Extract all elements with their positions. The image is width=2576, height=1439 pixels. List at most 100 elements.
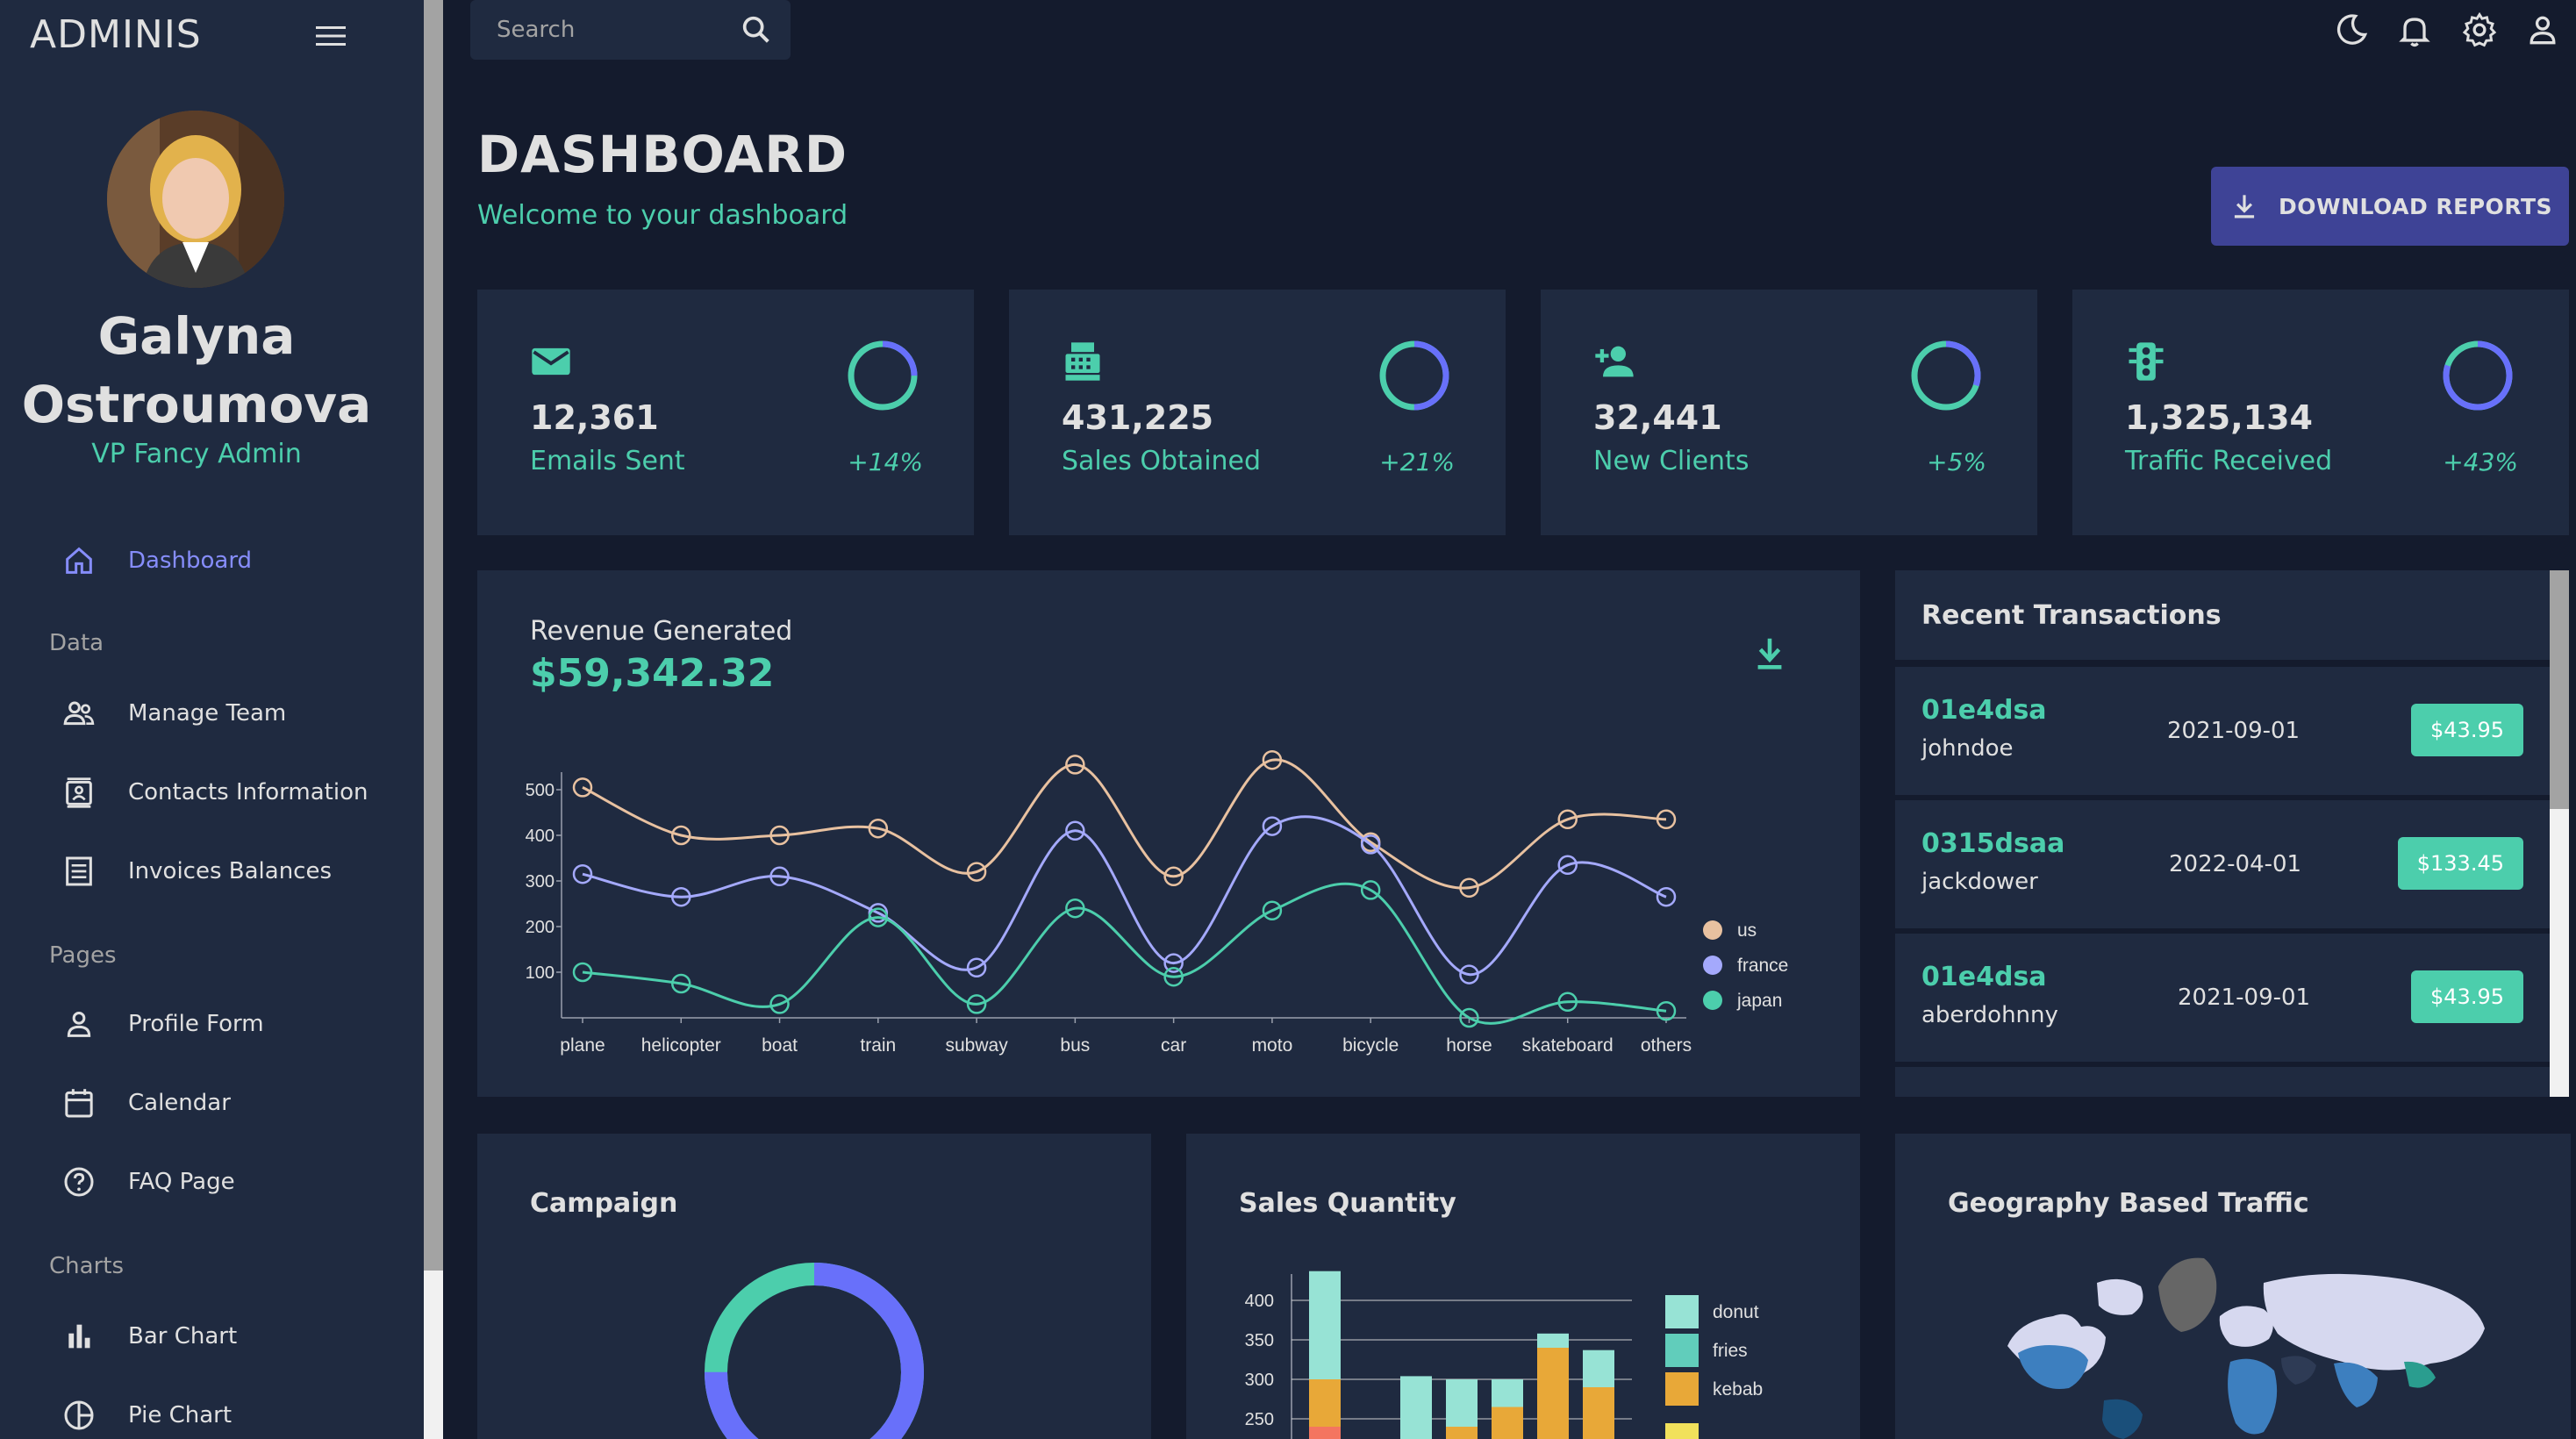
- dark-mode-icon[interactable]: [2332, 11, 2371, 49]
- data-point[interactable]: [1262, 900, 1283, 921]
- data-point[interactable]: [1360, 880, 1381, 900]
- data-point[interactable]: [966, 862, 987, 882]
- sidebar-item-label: Bar Chart: [128, 1323, 238, 1350]
- sidebar-item-pie-chart[interactable]: Pie Chart: [61, 1393, 232, 1437]
- sidebar-item-dashboard[interactable]: Dashboard: [61, 539, 252, 583]
- transactions-panel: Recent Transactions 01e4dsa johndoe 2021…: [1895, 570, 2571, 1097]
- sidebar-item-calendar[interactable]: Calendar: [61, 1081, 231, 1125]
- data-point[interactable]: [1360, 834, 1381, 855]
- map-region-canada-arctic: [2097, 1278, 2143, 1315]
- data-point[interactable]: [1656, 886, 1677, 907]
- page-title: DASHBOARD: [477, 125, 848, 184]
- data-point[interactable]: [1459, 964, 1479, 984]
- bar-segment[interactable]: [1446, 1379, 1478, 1427]
- data-point[interactable]: [1163, 953, 1184, 973]
- data-point[interactable]: [1065, 898, 1085, 919]
- sidebar: ADMINIS Galyna Ostroumova VP Fancy Admin…: [0, 0, 424, 1439]
- data-point[interactable]: [1557, 992, 1578, 1013]
- data-point[interactable]: [966, 994, 987, 1014]
- data-point[interactable]: [671, 886, 691, 907]
- data-point[interactable]: [868, 907, 889, 927]
- page-subtitle: Welcome to your dashboard: [477, 200, 848, 231]
- data-point[interactable]: [1262, 749, 1283, 770]
- stat-progress-ring: [2443, 340, 2513, 411]
- sidebar-scrollbar-thumb[interactable]: [424, 0, 443, 1271]
- data-point[interactable]: [671, 825, 691, 846]
- data-point[interactable]: [1459, 1007, 1479, 1028]
- bar-segment[interactable]: [1537, 1333, 1569, 1348]
- sales-title: Sales Quantity: [1239, 1188, 1456, 1219]
- data-point[interactable]: [769, 994, 790, 1014]
- bar-segment[interactable]: [1492, 1379, 1523, 1407]
- settings-icon[interactable]: [2460, 11, 2499, 49]
- data-point[interactable]: [769, 825, 790, 846]
- y-tick-label: 350: [1245, 1331, 1274, 1350]
- x-tick-label: car: [1161, 1035, 1186, 1056]
- bar-segment[interactable]: [1309, 1271, 1341, 1379]
- data-point[interactable]: [1065, 820, 1085, 841]
- download-icon: [2234, 195, 2255, 218]
- data-point[interactable]: [1557, 809, 1578, 830]
- transactions-scrollbar[interactable]: [2550, 570, 2569, 1097]
- data-point[interactable]: [1656, 1000, 1677, 1021]
- x-tick-label: subway: [945, 1035, 1008, 1056]
- menu-icon[interactable]: [314, 23, 347, 49]
- avatar[interactable]: [107, 111, 284, 288]
- bar-segment[interactable]: [1309, 1379, 1341, 1427]
- search-icon[interactable]: [739, 12, 774, 47]
- data-point[interactable]: [1065, 755, 1085, 775]
- stat-card-traffic: 1,325,134 Traffic Received +43%: [2072, 290, 2569, 535]
- download-icon[interactable]: [1750, 634, 1790, 674]
- data-point[interactable]: [572, 863, 593, 884]
- download-reports-button[interactable]: DOWNLOAD REPORTS: [2211, 167, 2569, 246]
- data-point[interactable]: [966, 957, 987, 978]
- data-point[interactable]: [1163, 866, 1184, 887]
- data-point[interactable]: [1656, 809, 1677, 830]
- data-point[interactable]: [572, 962, 593, 983]
- data-point[interactable]: [769, 866, 790, 887]
- x-tick-label: boat: [762, 1035, 798, 1056]
- sidebar-scrollbar[interactable]: [424, 0, 443, 1439]
- revenue-panel: Revenue Generated $59,342.32 100 200 300 40…: [477, 570, 1860, 1097]
- data-point[interactable]: [1459, 877, 1479, 898]
- sidebar-item-invoices[interactable]: Invoices Balances: [61, 849, 332, 893]
- bar-segment[interactable]: [1400, 1376, 1432, 1439]
- download-reports-label: DOWNLOAD REPORTS: [2278, 193, 2553, 219]
- map-region-usa: [2018, 1345, 2088, 1389]
- legend-swatch: [1665, 1372, 1699, 1406]
- sidebar-item-label: Contacts Information: [128, 779, 369, 805]
- sidebar-item-manage-team[interactable]: Manage Team: [61, 691, 286, 735]
- search-input[interactable]: [497, 14, 725, 46]
- data-point[interactable]: [572, 777, 593, 798]
- campaign-panel: Campaign: [477, 1134, 1151, 1439]
- bar-segment[interactable]: [1537, 1348, 1569, 1439]
- point-of-sale-icon: [1065, 342, 1100, 381]
- data-point[interactable]: [868, 903, 889, 923]
- data-point[interactable]: [671, 973, 691, 994]
- sidebar-item-contacts[interactable]: Contacts Information: [61, 770, 368, 814]
- data-point[interactable]: [1557, 855, 1578, 876]
- sidebar-item-label: Manage Team: [128, 700, 287, 727]
- sidebar-item-label: Profile Form: [128, 1011, 264, 1037]
- sidebar-item-bar-chart[interactable]: Bar Chart: [61, 1314, 237, 1358]
- x-tick-label: horse: [1446, 1035, 1492, 1056]
- bar-segment[interactable]: [1309, 1427, 1341, 1439]
- data-point[interactable]: [1262, 816, 1283, 836]
- map-region-greenland: [2158, 1257, 2217, 1332]
- map-region-asia: [2263, 1273, 2485, 1371]
- sidebar-item-faq[interactable]: FAQ Page: [61, 1160, 235, 1204]
- data-point[interactable]: [868, 818, 889, 839]
- sidebar-item-label: Calendar: [128, 1090, 231, 1116]
- bar-segment[interactable]: [1583, 1350, 1614, 1387]
- notifications-icon[interactable]: [2395, 11, 2434, 49]
- bar-segment[interactable]: [1492, 1407, 1523, 1439]
- map-region-africa: [2228, 1358, 2278, 1435]
- transaction-user: aberdohnny: [1921, 1002, 2058, 1028]
- profile-icon[interactable]: [2523, 11, 2562, 49]
- sidebar-item-profile-form[interactable]: Profile Form: [61, 1002, 264, 1046]
- bar-segment[interactable]: [1446, 1427, 1478, 1439]
- transactions-scrollbar-thumb[interactable]: [2550, 570, 2569, 809]
- transaction-cost-badge: $43.95: [2411, 970, 2523, 1023]
- bar-segment[interactable]: [1583, 1387, 1614, 1439]
- data-point[interactable]: [1163, 966, 1184, 987]
